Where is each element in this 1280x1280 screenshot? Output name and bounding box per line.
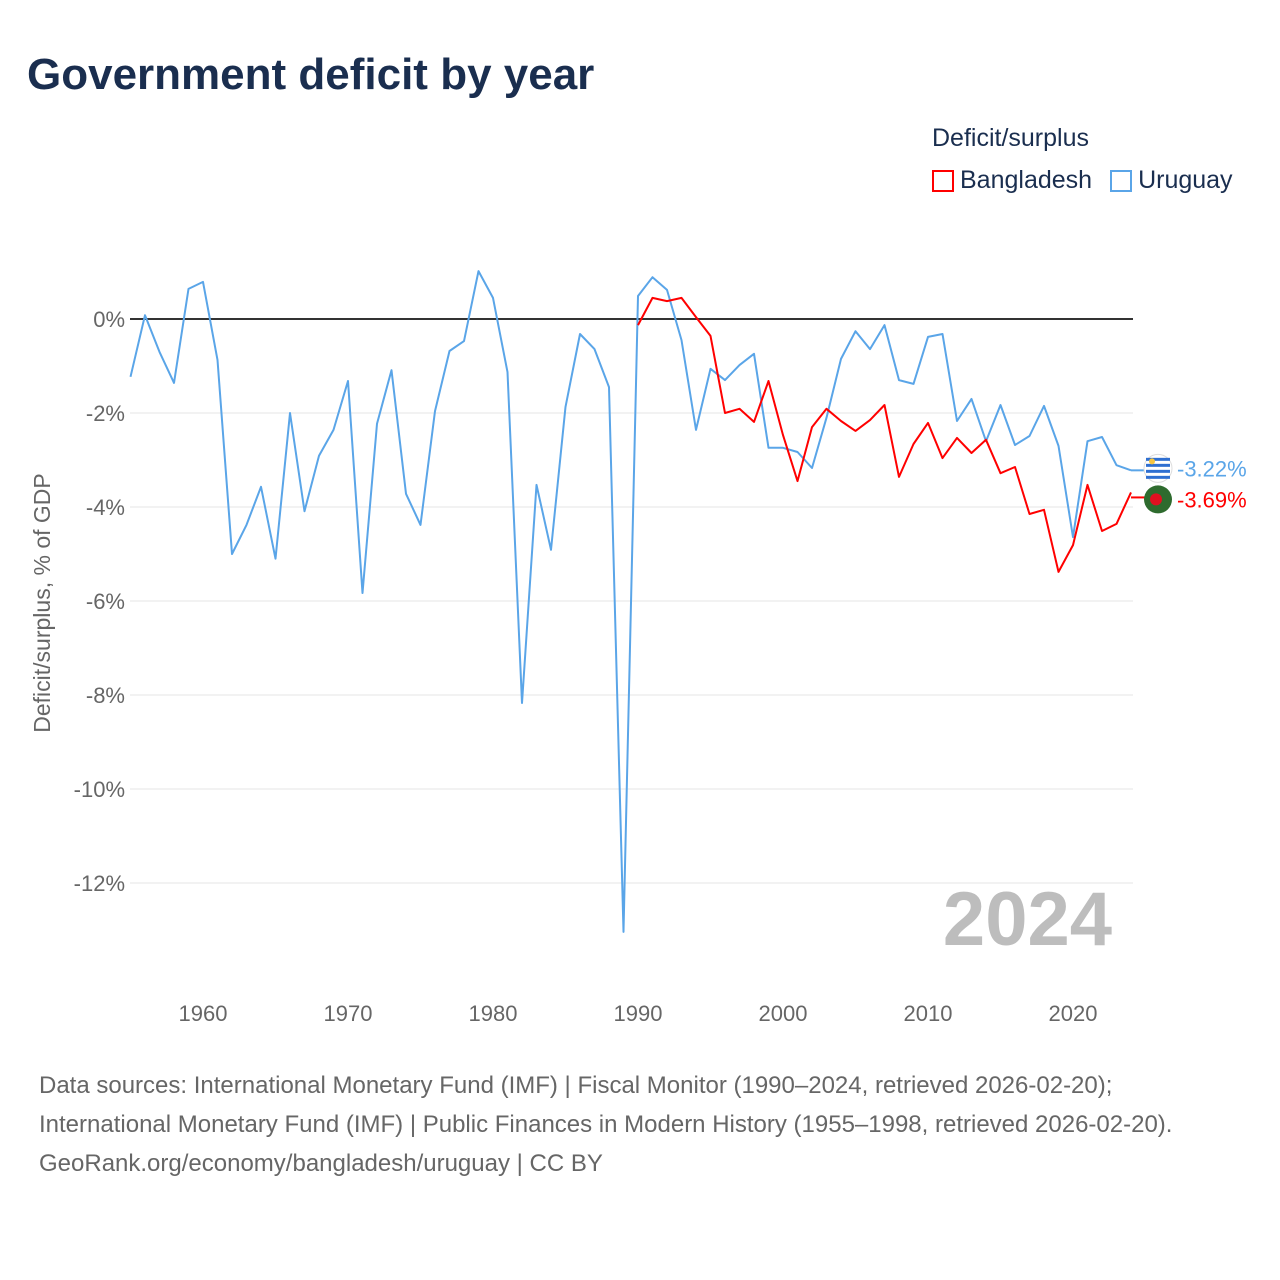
- y-tick-label: -4%: [86, 495, 125, 520]
- legend-swatch-uruguay: [1110, 169, 1133, 192]
- flag-sun: [1149, 458, 1155, 465]
- y-tick-label: -12%: [74, 871, 125, 896]
- legend-item-uruguay[interactable]: Uruguay: [1110, 166, 1233, 195]
- x-tick-label: 1980: [469, 1001, 518, 1026]
- legend-item-bangladesh[interactable]: Bangladesh: [932, 166, 1092, 195]
- y-tick-label: -10%: [74, 777, 125, 802]
- x-tick-label: 1990: [614, 1001, 663, 1026]
- flag-stripe: [1146, 469, 1170, 473]
- x-tick-label: 2010: [904, 1001, 953, 1026]
- legend-label: Uruguay: [1138, 166, 1233, 194]
- legend-label: Bangladesh: [960, 166, 1093, 194]
- footer: Data sources: International Monetary Fun…: [39, 1066, 1239, 1183]
- credit-link[interactable]: GeoRank.org/economy/bangladesh/uruguay |…: [39, 1150, 603, 1177]
- y-tick-label: -8%: [86, 683, 125, 708]
- flag-stripe: [1146, 475, 1170, 479]
- data-sources: Data sources: International Monetary Fun…: [39, 1072, 1173, 1138]
- year-watermark: 2024: [943, 877, 1112, 962]
- y-tick-label: 0%: [93, 307, 125, 332]
- x-tick-label: 1970: [324, 1001, 373, 1026]
- legend: Bangladesh Uruguay: [932, 166, 1233, 195]
- series-line-bangladesh: [637, 296, 1132, 573]
- flag-disc: [1150, 493, 1162, 506]
- flag-stripe: [1146, 463, 1170, 467]
- legend-swatch-bangladesh: [932, 169, 954, 192]
- end-label-uruguay: -3.22%: [1177, 456, 1247, 481]
- end-label-bangladesh: -3.69%: [1177, 487, 1247, 512]
- x-tick-label: 2000: [759, 1001, 808, 1026]
- y-tick-label: -6%: [86, 589, 125, 614]
- x-tick-label: 2020: [1049, 1001, 1098, 1026]
- y-tick-label: -2%: [86, 401, 125, 426]
- x-tick-label: 1960: [179, 1001, 228, 1026]
- flag-stripe: [1146, 457, 1170, 461]
- legend-title: Deficit/surplus: [932, 124, 1089, 152]
- series-line-uruguay: [129, 270, 1132, 933]
- y-axis-title: Deficit/surplus, % of GDP: [29, 473, 55, 732]
- chart-title: Government deficit by year: [27, 50, 595, 99]
